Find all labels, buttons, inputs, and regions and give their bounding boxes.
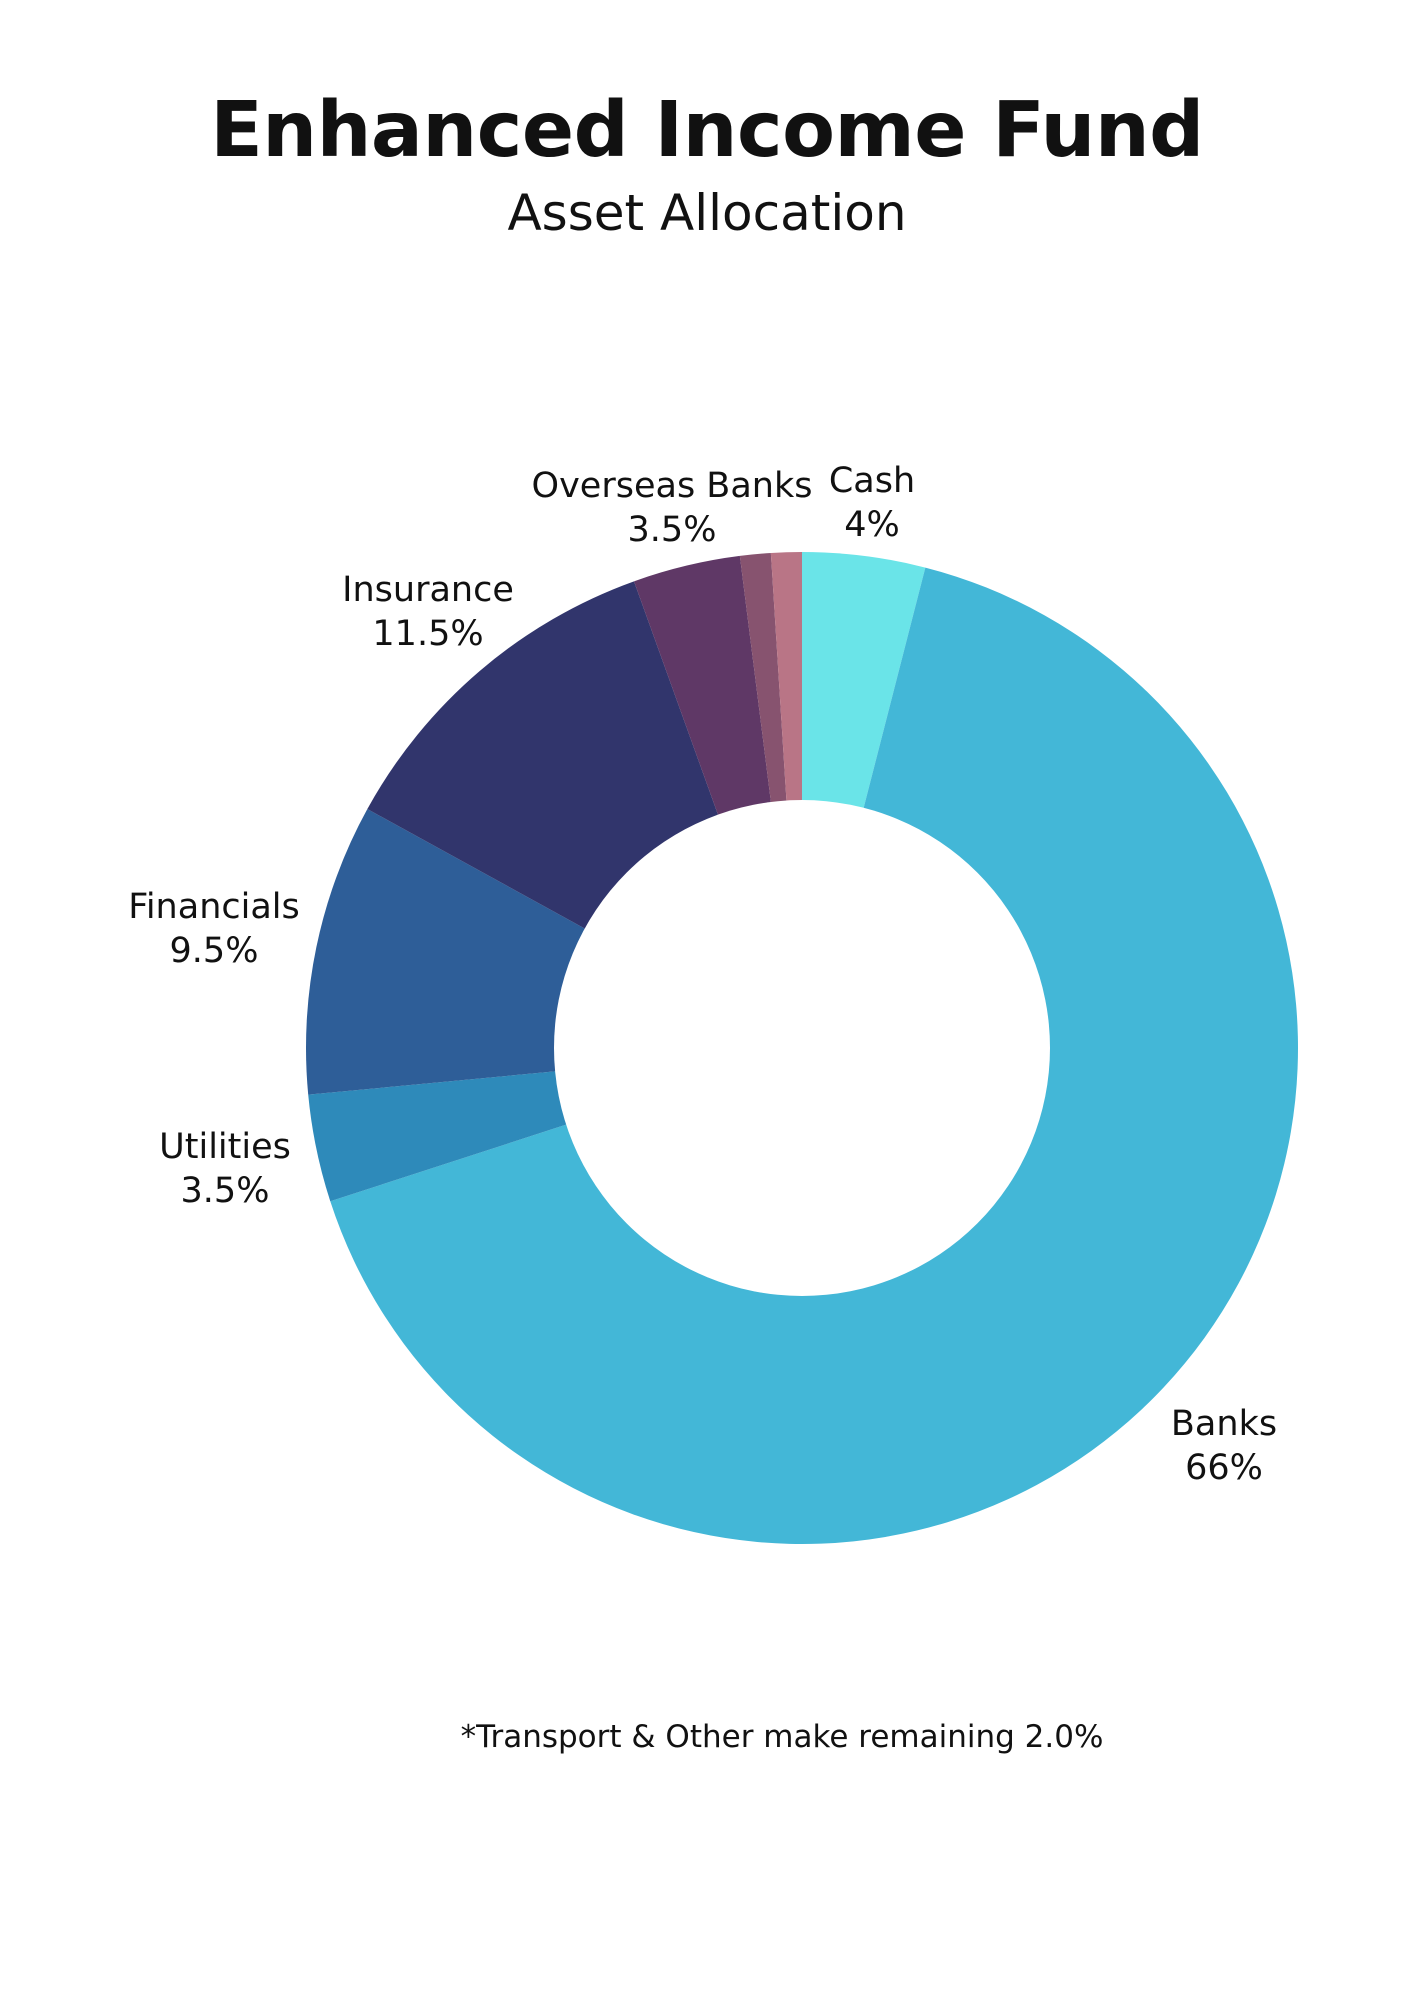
slice-value-overseas-banks: 3.5% [628, 510, 717, 550]
slice-label-utilities: Utilities [159, 1127, 291, 1167]
donut-hole [554, 800, 1050, 1296]
chart-subtitle: Asset Allocation [507, 184, 907, 242]
slice-label-insurance: Insurance [342, 570, 514, 610]
slice-label-cash: Cash [829, 461, 915, 501]
slice-value-financials: 9.5% [170, 931, 259, 971]
slice-labels: Cash4%Banks66%Utilities3.5%Financials9.5… [128, 461, 1277, 1488]
slice-value-insurance: 11.5% [372, 614, 483, 654]
slice-label-banks: Banks [1171, 1404, 1277, 1444]
slice-label-financials: Financials [128, 887, 300, 927]
slice-value-banks: 66% [1185, 1448, 1263, 1488]
chart-title: Enhanced Income Fund [210, 86, 1204, 175]
footnote: *Transport & Other make remaining 2.0% [460, 1719, 1104, 1755]
slice-value-utilities: 3.5% [181, 1171, 270, 1211]
slice-label-overseas-banks: Overseas Banks [532, 466, 813, 506]
slice-value-cash: 4% [844, 505, 900, 545]
